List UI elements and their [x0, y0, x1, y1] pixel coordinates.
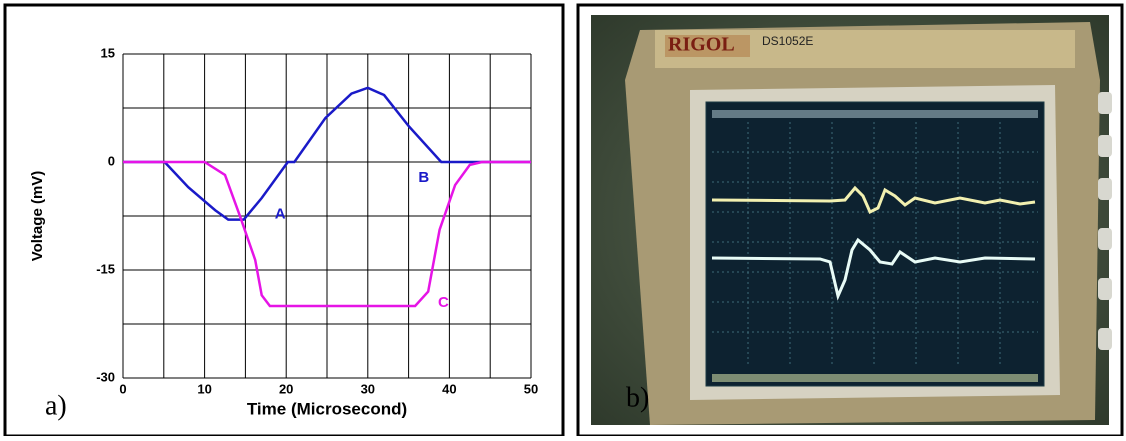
x-tick-label: 40: [442, 381, 456, 396]
annotation: B: [418, 169, 429, 186]
x-tick-label: 10: [197, 381, 211, 396]
x-tick-label: 50: [524, 381, 538, 396]
panel-label: b): [626, 382, 649, 413]
panel-label: a): [45, 390, 67, 421]
x-tick-label: 30: [361, 381, 375, 396]
y-axis-label: Voltage (mV): [29, 171, 46, 262]
screen: [706, 102, 1044, 386]
brand: RIGOL: [668, 34, 735, 56]
x-axis-label: Time (Microsecond): [247, 399, 407, 418]
x-tick-label: 20: [279, 381, 293, 396]
status-bar: [712, 374, 1038, 382]
figure: 0 10 20 30 40 50 -30 -15 0 15 Time (Microsecond) Vo…: [0, 0, 1126, 436]
oscilloscope-photo: RIGOL DS1052E b): [591, 15, 1112, 425]
annotation: A: [275, 206, 286, 223]
annotation: C: [438, 294, 449, 311]
y-tick-label: -15: [96, 261, 115, 276]
y-tick-label: -30: [96, 369, 115, 384]
y-tick-label: 15: [101, 45, 115, 60]
status-bar: [712, 110, 1038, 118]
x-tick-label: 0: [119, 381, 126, 396]
y-tick-label: 0: [108, 153, 115, 168]
model: DS1052E: [762, 34, 813, 48]
